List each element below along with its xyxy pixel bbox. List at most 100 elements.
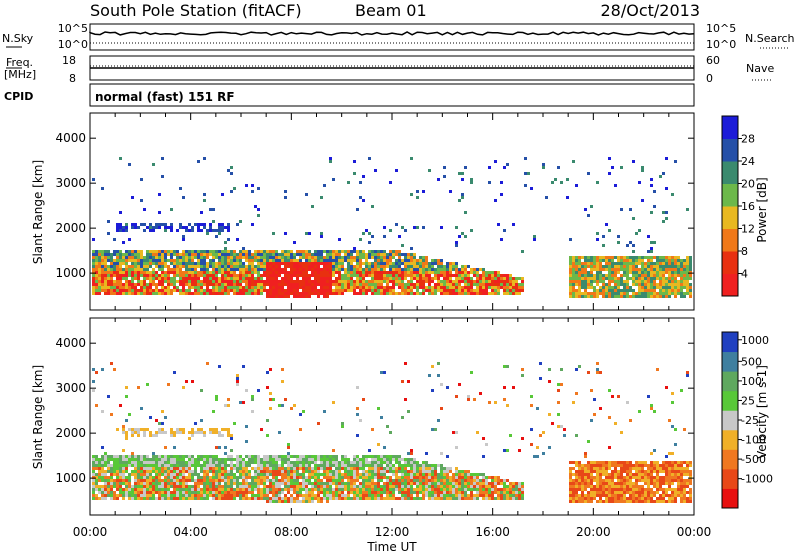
heatmap-cell bbox=[149, 482, 152, 485]
heatmap-cell bbox=[311, 256, 314, 259]
heatmap-cell bbox=[584, 283, 587, 286]
heatmap-cell bbox=[431, 470, 434, 473]
heatmap-cell bbox=[449, 476, 452, 479]
heatmap-cell bbox=[350, 283, 353, 286]
heatmap-cell bbox=[251, 223, 254, 226]
heatmap-cell bbox=[422, 482, 425, 485]
heatmap-cell bbox=[266, 280, 269, 283]
heatmap-cell bbox=[131, 283, 134, 286]
heatmap-cell bbox=[233, 280, 236, 283]
heatmap-cell bbox=[125, 280, 128, 283]
heatmap-cell bbox=[434, 497, 437, 500]
heatmap-cell bbox=[308, 476, 311, 479]
heatmap-cell bbox=[137, 259, 140, 262]
heatmap-cell bbox=[116, 259, 119, 262]
heatmap-cell bbox=[191, 265, 194, 268]
heatmap-cell bbox=[242, 365, 245, 368]
heatmap-cell bbox=[230, 488, 233, 491]
heatmap-cell bbox=[155, 488, 158, 491]
heatmap-cell bbox=[383, 488, 386, 491]
heatmap-cell bbox=[245, 467, 248, 470]
heatmap-cell bbox=[290, 283, 293, 286]
heatmap-cell bbox=[170, 250, 173, 253]
heatmap-cell bbox=[272, 476, 275, 479]
heatmap-cell bbox=[485, 479, 488, 482]
heatmap-cell bbox=[359, 292, 362, 295]
heatmap-cell bbox=[356, 274, 359, 277]
heatmap-cell bbox=[266, 500, 269, 503]
heatmap-cell bbox=[185, 482, 188, 485]
heatmap-cell bbox=[590, 286, 593, 289]
heatmap-cell bbox=[119, 157, 122, 160]
heatmap-cell bbox=[473, 485, 476, 488]
heatmap-cell bbox=[422, 259, 425, 262]
heatmap-cell bbox=[311, 253, 314, 256]
heatmap-cell bbox=[305, 280, 308, 283]
heatmap-cell bbox=[266, 283, 269, 286]
heatmap-cell bbox=[461, 265, 464, 268]
heatmap-cell bbox=[245, 280, 248, 283]
heatmap-cell bbox=[233, 286, 236, 289]
heatmap-cell bbox=[134, 428, 137, 431]
heatmap-cell bbox=[344, 274, 347, 277]
heatmap-cell bbox=[512, 482, 515, 485]
heatmap-cell bbox=[644, 274, 647, 277]
heatmap-cell bbox=[494, 280, 497, 283]
heatmap-cell bbox=[194, 497, 197, 500]
heatmap-cell bbox=[185, 277, 188, 280]
heatmap-cell bbox=[230, 464, 233, 467]
heatmap-cell bbox=[116, 289, 119, 292]
heatmap-cell bbox=[512, 286, 515, 289]
heatmap-cell bbox=[305, 271, 308, 274]
heatmap-cell bbox=[356, 262, 359, 265]
heatmap-cell bbox=[659, 268, 662, 271]
heatmap-cell bbox=[209, 461, 212, 464]
heatmap-cell bbox=[467, 398, 470, 401]
heatmap-cell bbox=[428, 271, 431, 274]
heatmap-cell bbox=[590, 283, 593, 286]
heatmap-cell bbox=[494, 485, 497, 488]
heatmap-cell bbox=[188, 494, 191, 497]
heatmap-cell bbox=[389, 271, 392, 274]
heatmap-cell bbox=[101, 458, 104, 461]
heatmap-cell bbox=[347, 479, 350, 482]
heatmap-cell bbox=[425, 271, 428, 274]
heatmap-cell bbox=[428, 265, 431, 268]
heatmap-cell bbox=[605, 223, 608, 226]
heatmap-cell bbox=[503, 280, 506, 283]
heatmap-cell bbox=[326, 268, 329, 271]
heatmap-cell bbox=[281, 467, 284, 470]
heatmap-cell bbox=[665, 157, 668, 160]
heatmap-cell bbox=[620, 208, 623, 211]
heatmap-cell bbox=[209, 464, 212, 467]
heatmap-cell bbox=[176, 262, 179, 265]
heatmap-cell bbox=[575, 461, 578, 464]
heatmap-cell bbox=[230, 283, 233, 286]
heatmap-cell bbox=[215, 446, 218, 449]
heatmap-cell bbox=[230, 467, 233, 470]
heatmap-cell bbox=[407, 265, 410, 268]
heatmap-cell bbox=[116, 464, 119, 467]
heatmap-cell bbox=[164, 223, 167, 226]
heatmap-cell bbox=[95, 259, 98, 262]
heatmap-cell bbox=[290, 253, 293, 256]
heatmap-cell bbox=[308, 295, 311, 298]
heatmap-cell bbox=[176, 286, 179, 289]
heatmap-cell bbox=[116, 256, 119, 259]
heatmap-cell bbox=[323, 262, 326, 265]
heatmap-cell bbox=[389, 470, 392, 473]
heatmap-cell bbox=[326, 464, 329, 467]
heatmap-cell bbox=[434, 491, 437, 494]
heatmap-cell bbox=[326, 295, 329, 298]
heatmap-cell bbox=[512, 277, 515, 280]
heatmap-cell bbox=[482, 286, 485, 289]
heatmap-cell bbox=[155, 458, 158, 461]
heatmap-cell bbox=[164, 253, 167, 256]
heatmap-cell bbox=[335, 458, 338, 461]
heatmap-cell bbox=[410, 488, 413, 491]
heatmap-cell bbox=[191, 226, 194, 229]
heatmap-cell bbox=[239, 256, 242, 259]
colorbar-segment bbox=[722, 206, 738, 229]
heatmap-cell bbox=[98, 262, 101, 265]
